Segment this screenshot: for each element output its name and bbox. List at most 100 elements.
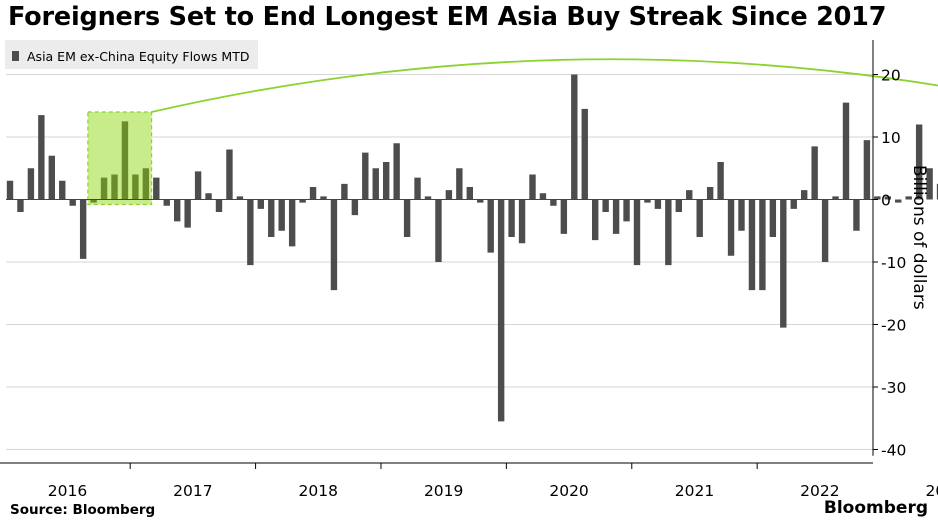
bar (6, 180, 14, 200)
chart-title: Foreigners Set to End Longest EM Asia Bu… (8, 2, 887, 32)
bar (759, 199, 766, 291)
bar (801, 190, 808, 200)
x-tick-label: 2021 (675, 482, 714, 500)
bar (675, 199, 682, 212)
source-note: Source: Bloomberg (10, 502, 156, 518)
bar (435, 199, 442, 262)
bar (811, 146, 818, 200)
bar (456, 168, 463, 200)
bar (278, 199, 285, 231)
bar (539, 193, 547, 200)
bar (790, 199, 797, 209)
bar (111, 174, 118, 200)
legend-swatch (12, 51, 19, 61)
x-tick-label: 2019 (424, 482, 463, 500)
bar (905, 196, 912, 200)
bar (508, 199, 515, 237)
bar (550, 199, 557, 206)
x-tick-label: 2016 (48, 482, 87, 500)
bar (59, 180, 66, 200)
y-tick-label: 10 (881, 129, 901, 147)
bar (79, 199, 87, 259)
highlight-connector (151, 58, 938, 113)
bar (497, 199, 505, 422)
bar (874, 196, 881, 200)
y-tick-label: -20 (881, 317, 906, 335)
bar (738, 199, 745, 231)
bar (236, 196, 244, 200)
legend-background (5, 40, 258, 69)
bar (592, 199, 599, 241)
bar (257, 199, 264, 209)
bar (529, 174, 536, 200)
bar (320, 196, 327, 200)
bar (769, 199, 777, 237)
bar (884, 196, 891, 200)
x-axis: 201620172018201920202021202220232024 (0, 462, 938, 500)
bar (383, 162, 390, 200)
bar (163, 199, 170, 206)
y-tick-label: 0 (881, 192, 891, 210)
y-tick-label: -40 (881, 442, 906, 460)
y-axis: 20 10 0 -10 -20 -30 -40 (872, 40, 906, 460)
highlight-boxes (87, 58, 938, 206)
legend: Asia EM ex-China Equity Flows MTD (5, 40, 258, 69)
bar (915, 124, 923, 200)
bar (288, 199, 296, 247)
bar (27, 168, 35, 200)
bar (142, 168, 150, 200)
bar (748, 199, 756, 291)
legend-label: Asia EM ex-China Equity Flows MTD (27, 49, 249, 64)
bar (821, 199, 829, 262)
bar (644, 199, 651, 203)
bar (121, 121, 129, 200)
bar (90, 199, 97, 203)
bar (853, 199, 860, 231)
x-tick-label: 2020 (549, 482, 588, 500)
bar (717, 162, 724, 200)
bar (48, 155, 55, 200)
bar (560, 199, 568, 234)
bar (184, 199, 191, 228)
bar (518, 199, 526, 244)
bar (571, 74, 578, 200)
bar (393, 143, 400, 200)
y-tick-label: 20 (881, 67, 901, 85)
bar (863, 140, 871, 200)
bar (487, 199, 494, 253)
bar (842, 102, 850, 200)
bar (309, 187, 317, 200)
bar (247, 199, 254, 266)
bar (633, 199, 641, 266)
bar (665, 199, 672, 266)
y-axis-label: Billions of dollars (909, 165, 929, 310)
x-tick-label: 2018 (299, 482, 338, 500)
bar (100, 177, 108, 200)
bar (602, 199, 609, 212)
bar (581, 108, 588, 200)
bar (696, 199, 703, 237)
bar (153, 177, 160, 200)
x-tick-label: 2023 (926, 482, 938, 500)
x-tick-label: 2022 (800, 482, 839, 500)
bar (612, 199, 620, 234)
bar (362, 152, 369, 200)
bar (174, 199, 181, 222)
bar (424, 196, 432, 200)
bar (414, 177, 421, 200)
bar (926, 168, 933, 200)
bar (372, 168, 379, 200)
x-tick-label: 2017 (173, 482, 212, 500)
bar (445, 190, 453, 200)
bar (832, 196, 839, 200)
bar (936, 183, 938, 200)
bar (351, 199, 359, 216)
bar (132, 174, 139, 200)
bar (69, 199, 76, 206)
bar (466, 187, 473, 200)
bars (6, 74, 938, 422)
bar (477, 199, 484, 203)
bar (299, 199, 306, 203)
bar (215, 199, 223, 212)
y-tick-label: -10 (881, 254, 906, 272)
